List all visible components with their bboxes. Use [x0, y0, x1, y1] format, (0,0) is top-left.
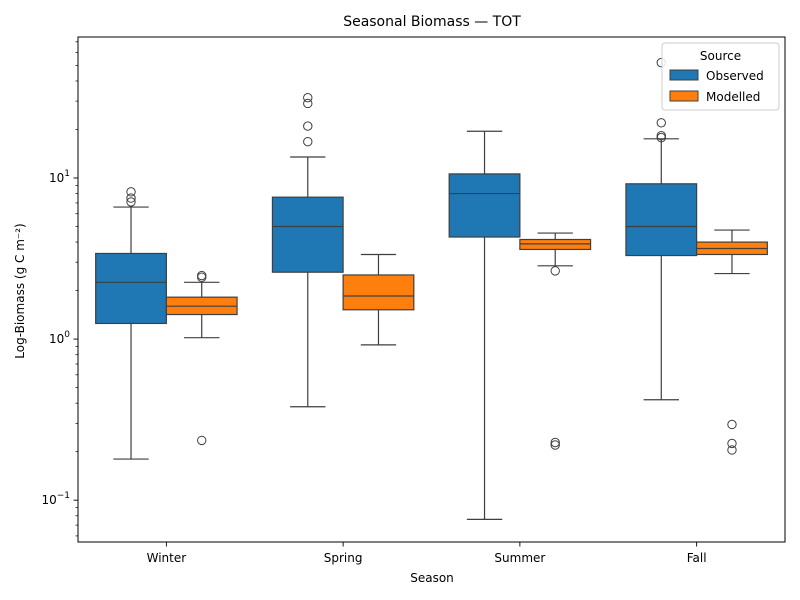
outlier-point [126, 193, 136, 203]
y-axis-label: Log-Biomass (g C m⁻²) [13, 223, 27, 358]
box-iqr [271, 196, 344, 273]
box-modelled-fall [696, 229, 768, 455]
outlier-point [727, 445, 737, 455]
outlier-point [197, 435, 207, 446]
box-observed-fall [625, 57, 698, 401]
outlier-point [550, 266, 560, 276]
legend-swatch [669, 90, 699, 102]
legend-label: Observed [706, 69, 764, 83]
legend-label: Modelled [706, 90, 760, 104]
outlier-point [656, 118, 666, 128]
outlier-point [727, 438, 737, 449]
y-tick-label: 101 [49, 169, 70, 185]
outlier-point [126, 197, 136, 207]
y-tick-label: 10−1 [41, 491, 70, 507]
box-modelled-summer [519, 232, 592, 450]
outlier-point [656, 130, 666, 141]
box-iqr [519, 238, 592, 251]
x-axis-label: Season [410, 571, 454, 585]
outlier-point [727, 419, 737, 430]
x-tick-label: Winter [147, 551, 187, 565]
x-tick-label: Summer [494, 551, 545, 565]
outlier-point [303, 92, 313, 103]
box-observed-spring [271, 92, 344, 408]
legend-title: Source [700, 49, 741, 63]
box-modelled-winter [165, 270, 238, 446]
box-observed-winter [95, 187, 167, 460]
box-observed-summer [448, 130, 521, 520]
box-iqr [342, 274, 415, 311]
legend: Source Observed Modelled [661, 42, 780, 111]
outlier-point [303, 121, 313, 131]
box-iqr [95, 252, 167, 325]
outlier-point [303, 136, 313, 147]
box-iqr [448, 173, 521, 238]
box-iqr [625, 183, 698, 257]
plot-frame [77, 36, 786, 543]
outlier-point [303, 98, 313, 109]
box-modelled-spring [342, 253, 415, 346]
outlier-point [126, 187, 136, 197]
x-tick-label: Spring [324, 551, 363, 565]
outlier-point [197, 270, 207, 281]
chart-title: Seasonal Biomass — TOT [343, 14, 521, 30]
outlier-point [550, 440, 560, 450]
plot-area: 10−1 100 101 Winter Spring Summer Fall Source Ob… [41, 36, 786, 565]
x-tick-label: Fall [687, 551, 707, 565]
y-tick-label: 100 [49, 330, 70, 346]
legend-swatch [669, 69, 699, 81]
outlier-point [550, 437, 560, 448]
